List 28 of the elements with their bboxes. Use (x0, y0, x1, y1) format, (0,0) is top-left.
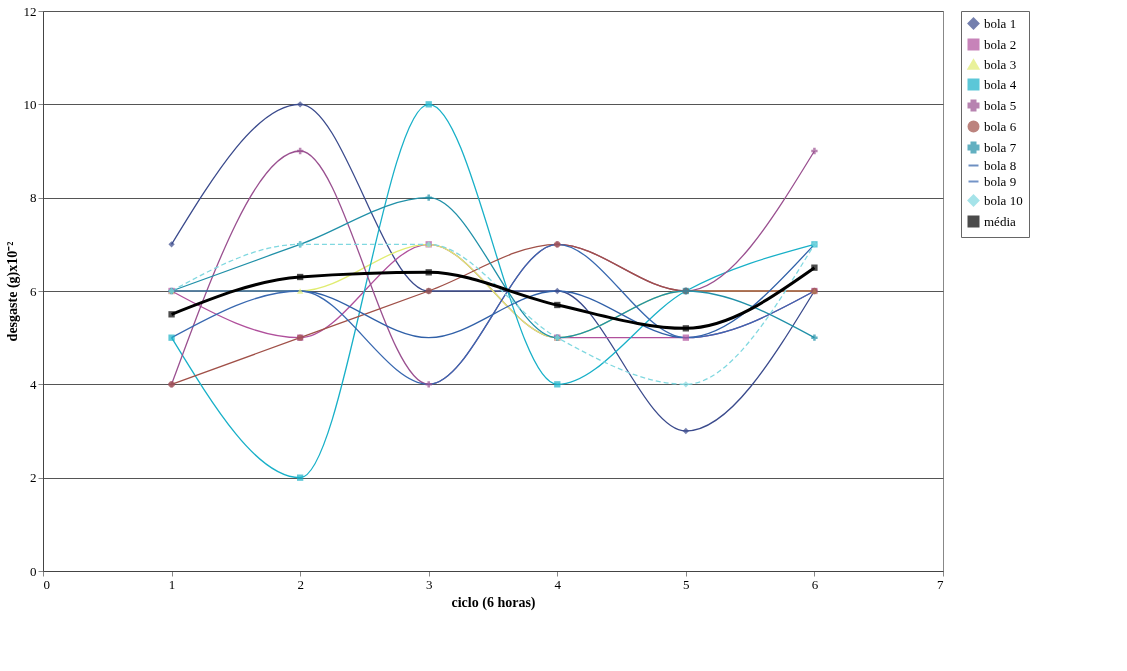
legend-label: bola 9 (984, 173, 1017, 189)
legend-label: bola 4 (984, 76, 1017, 92)
y-tick-label: 0 (30, 563, 37, 579)
x-axis-title: ciclo (6 horas) (451, 594, 536, 611)
legend-label: bola 7 (984, 139, 1017, 155)
x-tick-label: 2 (297, 576, 304, 592)
legend-label: bola 2 (984, 36, 1017, 52)
x-tick-label: 6 (811, 576, 819, 592)
x-tick-label: 3 (425, 576, 433, 592)
y-tick-label: 8 (30, 190, 37, 206)
legend-label: média (984, 213, 1016, 229)
x-tick-label: 1 (168, 576, 176, 592)
y-tick-label: 2 (30, 470, 37, 486)
legend-label: bola 10 (984, 192, 1023, 208)
legend-label: bola 6 (984, 118, 1017, 134)
legend-label: bola 3 (984, 56, 1017, 72)
x-tick-label: 7 (937, 576, 944, 592)
y-axis-title: desgaste (g)x10⁻² (4, 241, 21, 342)
y-tick-label: 12 (23, 3, 37, 19)
legend-label: bola 1 (984, 15, 1017, 31)
y-tick-label: 4 (30, 376, 37, 392)
y-tick-label: 6 (30, 283, 37, 299)
x-tick-label: 5 (683, 576, 690, 592)
y-tick-label: 10 (23, 96, 37, 112)
x-tick-label: 4 (554, 576, 562, 592)
legend-label: bola 5 (984, 97, 1017, 113)
legend-label: bola 8 (984, 157, 1017, 173)
x-tick-label: 0 (43, 576, 50, 592)
